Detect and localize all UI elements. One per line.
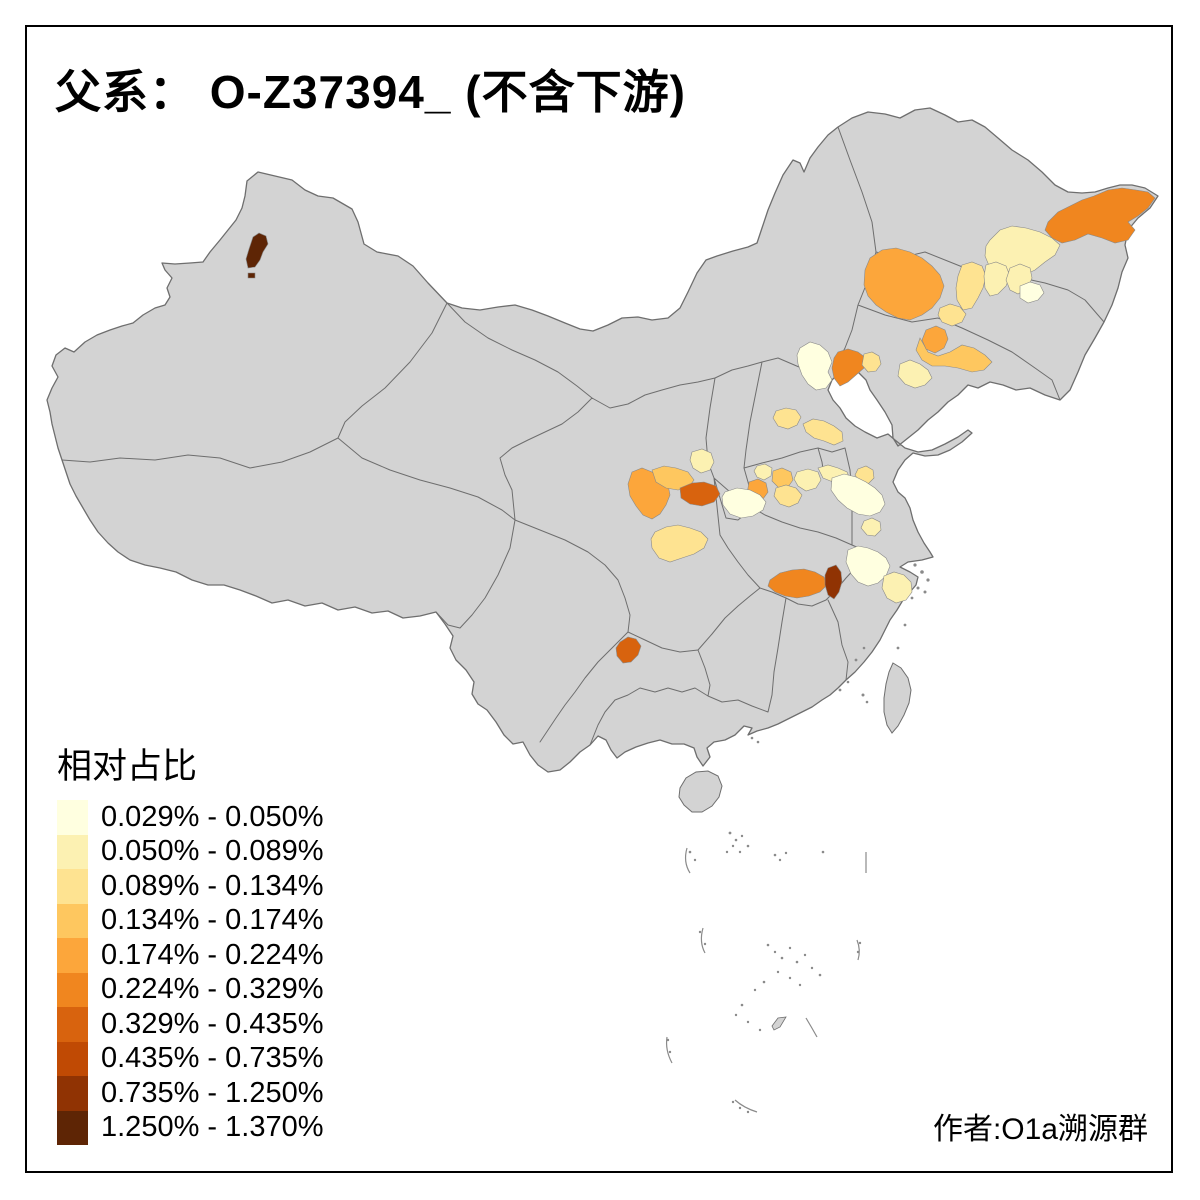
legend-label: 0.029% - 0.050% (101, 800, 324, 833)
legend-swatch (57, 869, 88, 904)
region-qingyang (689, 448, 715, 474)
region-zhengzhou-henan (773, 484, 803, 508)
region-anshun-guizhou (615, 636, 642, 664)
legend-item: 0.089% - 0.134% (57, 869, 323, 904)
region-anyang-henan (753, 463, 773, 481)
legend-swatch (57, 1007, 88, 1042)
scs-gray-island (771, 1016, 787, 1031)
region-xiangyang-hubei (767, 568, 828, 599)
region-changchun-northeast (1019, 281, 1045, 304)
region-liaocheng-shandong (772, 407, 802, 430)
legend-swatch (57, 903, 88, 938)
region-jinan-shandong (802, 418, 844, 446)
legend-swatch (57, 1110, 88, 1145)
taiwan-island (883, 662, 912, 734)
legend-item: 1.250% - 1.370% (57, 1110, 324, 1145)
region-karamay-xinjiang (245, 232, 269, 269)
region-nanyang-henan (721, 487, 767, 519)
legend-label: 0.735% - 1.250% (101, 1076, 324, 1109)
region-kaifeng-henan (793, 468, 822, 492)
legend-swatch (57, 938, 88, 973)
legend-label: 1.250% - 1.370% (101, 1111, 324, 1144)
region-tianjin-tangshan (831, 348, 867, 387)
region-suizhou-hubei (824, 564, 843, 600)
legend-swatch (57, 800, 88, 835)
region-north-zhejiang (881, 571, 913, 604)
south-china-sea-islands (666, 831, 862, 1114)
region-shenyang (921, 325, 949, 354)
legend: 相对占比 0.029% - 0.050% 0.050% - 0.089% 0.089… (57, 746, 323, 1145)
legend-rows: 0.029% - 0.050% 0.050% - 0.089% 0.089% - 0… (57, 800, 323, 1145)
legend-label: 0.050% - 0.089% (101, 835, 324, 868)
legend-item: 0.029% - 0.050% (57, 800, 323, 835)
region-qinhuangdao (861, 351, 882, 373)
region-beijing (796, 341, 833, 391)
region-karamay-speck (247, 272, 256, 279)
region-dalian (897, 359, 933, 389)
region-central-anhui (830, 473, 886, 517)
south-china-sea-dashes (665, 847, 867, 1113)
legend-item: 0.435% - 0.735% (57, 1041, 324, 1076)
legend-label: 0.089% - 0.134% (101, 869, 324, 902)
region-songyuan (983, 261, 1011, 297)
region-guanzhong-xian (679, 481, 721, 507)
attribution-text: 作者:O1a溯源群 (932, 1113, 1148, 1146)
legend-item: 0.134% - 0.174% (57, 903, 324, 938)
legend-swatch (57, 1041, 88, 1076)
region-west-heilongjiang (955, 261, 987, 311)
region-hanzhong-shaanxi (650, 524, 709, 563)
legend-item: 0.174% - 0.224% (57, 938, 323, 973)
legend-item: 0.329% - 0.435% (57, 1007, 323, 1042)
hainan-island (678, 770, 723, 813)
legend-swatch (57, 972, 88, 1007)
region-central-liaoning (915, 337, 993, 373)
legend-swatch (57, 834, 88, 869)
legend-label: 0.435% - 0.735% (101, 1042, 324, 1075)
china-outline (46, 107, 1159, 773)
legend-item: 0.735% - 1.250% (57, 1076, 323, 1111)
region-tongliao-west-jilin (863, 247, 945, 321)
legend-item: 0.224% - 0.329% (57, 972, 324, 1007)
legend-title: 相对占比 (57, 747, 198, 786)
page-title: 父系： O-Z37394_ (不含下游) (55, 66, 686, 118)
legend-label: 0.329% - 0.435% (101, 1007, 324, 1040)
coastal-islets (750, 563, 930, 744)
legend-label: 0.134% - 0.174% (101, 904, 324, 937)
region-xinxiang-henan (771, 467, 794, 489)
legend-label: 0.224% - 0.329% (101, 973, 324, 1006)
legend-swatch (57, 1076, 88, 1111)
region-siping (937, 303, 967, 327)
legend-item: 0.050% - 0.089% (57, 834, 324, 869)
legend-label: 0.174% - 0.224% (101, 938, 324, 971)
region-far-northeast-heilongjiang (1044, 187, 1156, 244)
region-hefei-anhui (860, 517, 882, 537)
province-borders (61, 126, 1105, 746)
